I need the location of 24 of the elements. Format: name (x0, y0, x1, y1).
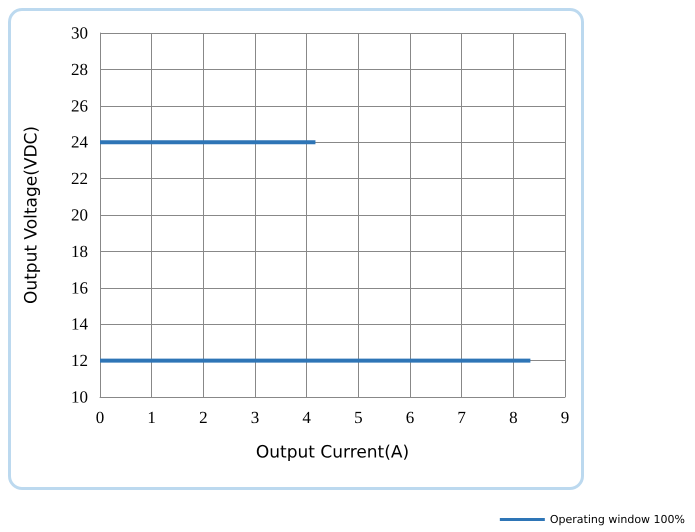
y-tick-label: 10 (71, 388, 88, 406)
y-tick-label: 28 (71, 60, 88, 79)
x-tick-label: 9 (560, 408, 570, 427)
y-tick-label: 22 (71, 169, 88, 188)
y-tick-label: 12 (71, 351, 88, 370)
x-tick-label: 1 (147, 408, 156, 427)
y-tick-label: 24 (71, 132, 88, 152)
legend-label: Operating window 100% (550, 513, 686, 526)
x-tick-label: 5 (354, 408, 363, 427)
y-tick-label: 26 (71, 96, 88, 116)
x-tick-label: 7 (457, 408, 466, 427)
x-tick-label: 3 (250, 408, 260, 427)
y-tick-label: 16 (71, 278, 88, 298)
x-tick-label: 2 (199, 408, 208, 427)
x-tick-label: 4 (302, 408, 312, 427)
x-axis-title: Output Current(A) (256, 442, 410, 462)
y-tick-label: 18 (71, 242, 88, 261)
x-tick-label: 8 (509, 408, 518, 427)
y-axis-title: Output Voltage(VDC) (22, 126, 42, 304)
y-tick-label: 14 (71, 314, 88, 334)
x-tick-label: 0 (96, 408, 104, 427)
y-tick-label: 30 (71, 24, 88, 42)
x-tick-label: 6 (406, 408, 414, 427)
y-tick-label: 20 (71, 206, 88, 224)
